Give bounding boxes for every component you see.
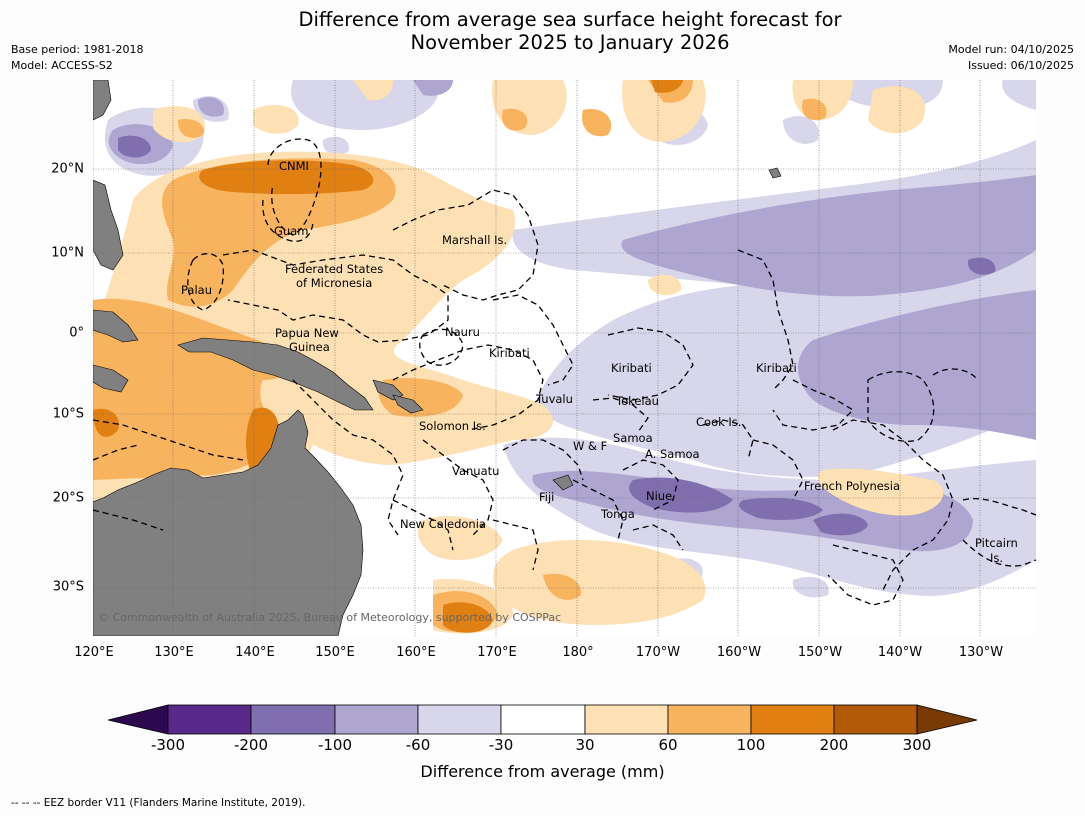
lat-label-0: 0° xyxy=(69,325,84,341)
taiwan-land xyxy=(93,80,112,121)
lat-label-10s: 10°S xyxy=(52,406,84,422)
model-run-text: Model run: 04/10/2025 xyxy=(948,43,1074,56)
solomon-land-2 xyxy=(392,394,424,414)
colorbar-tick: -30 xyxy=(488,736,514,754)
base-period-text: Base period: 1981-2018 xyxy=(11,43,144,56)
label-fiji: Fiji xyxy=(539,490,554,504)
colorbar-segment xyxy=(500,704,586,735)
title-line-2: November 2025 to January 2026 xyxy=(410,31,730,54)
model-text: Model: ACCESS-S2 xyxy=(11,59,113,72)
label-french-polynesia: French Polynesia xyxy=(804,479,900,493)
label-nauru: Nauru xyxy=(445,325,480,339)
label-new-caledonia: New Caledonia xyxy=(400,517,486,531)
land-masses xyxy=(93,80,782,636)
label-cnmi: CNMI xyxy=(279,159,309,173)
place-labels: CNMI Guam Marshall Is. Federated States … xyxy=(181,159,1018,565)
colorbar-tick: 60 xyxy=(658,736,678,754)
colorbar-segment xyxy=(417,704,502,735)
map-title: Difference from average sea surface heig… xyxy=(0,8,1085,54)
base-period-info: Base period: 1981-2018 Model: ACCESS-S2 xyxy=(11,42,143,74)
lon-label-150w: 150°W xyxy=(797,645,843,660)
lat-label-10n: 10°N xyxy=(51,245,84,261)
colorbar-max-arrow xyxy=(916,704,978,735)
colorbar-label: Difference from average (mm) xyxy=(420,762,665,781)
colorbar-min-arrow xyxy=(108,704,169,735)
colorbar-segment xyxy=(334,704,419,735)
label-kiribati-west: Kiribati xyxy=(489,346,530,360)
label-tokelau: Tokelau xyxy=(615,394,659,408)
lat-label-20s: 20°S xyxy=(52,490,84,506)
lon-label-130w: 130°W xyxy=(958,645,1004,660)
label-kiribati-central: Kiribati xyxy=(611,361,652,375)
anomaly-dark-purple xyxy=(118,135,996,536)
label-vanuatu: Vanuatu xyxy=(452,464,499,478)
label-niue: Niue xyxy=(646,489,672,503)
label-kiribati-east: Kiribati xyxy=(756,361,797,375)
colorbar-tick: 300 xyxy=(902,736,932,754)
colorbar-segment xyxy=(167,704,252,735)
issued-text: Issued: 06/10/2025 xyxy=(967,59,1074,72)
label-solomon-islands: Solomon Is. xyxy=(419,419,486,433)
eez-footnote: -- -- -- EEZ border V11 (Flanders Marine… xyxy=(11,797,306,809)
fiji-land xyxy=(552,474,574,491)
colorbar-segment xyxy=(584,704,669,735)
colorbar-segment xyxy=(667,704,752,735)
philippines-land xyxy=(93,179,124,271)
lon-label-120e: 120°E xyxy=(74,645,114,660)
eez-borders xyxy=(93,138,1036,606)
label-marshall: Marshall Is. xyxy=(442,233,507,247)
label-wallis-futuna: W & F xyxy=(573,439,607,453)
lon-label-160e: 160°E xyxy=(396,645,436,660)
label-fsm-line1: Federated States xyxy=(285,262,383,276)
copyright-text: © Commonwealth of Australia 2025, Bureau… xyxy=(98,611,561,624)
lon-label-150e: 150°E xyxy=(315,645,355,660)
label-pitcairn-line1: Pitcairn xyxy=(975,536,1018,550)
label-tuvalu: Tuvalu xyxy=(535,392,573,406)
label-american-samoa: A. Samoa xyxy=(645,447,700,461)
colorbar-tick: -60 xyxy=(405,736,431,754)
label-pitcairn-line2: Is. xyxy=(990,551,1003,565)
sea-level-map: CNMI Guam Marshall Is. Federated States … xyxy=(93,80,1036,636)
label-cook-islands: Cook Is. xyxy=(696,415,741,429)
colorbar-segment xyxy=(750,704,835,735)
colorbar-tick: -300 xyxy=(150,736,186,754)
label-guam: Guam xyxy=(274,224,308,238)
lon-label-180: 180° xyxy=(562,645,594,660)
title-line-1: Difference from average sea surface heig… xyxy=(298,8,842,31)
lon-label-170e: 170°E xyxy=(477,645,517,660)
lat-label-30s: 30°S xyxy=(52,579,84,595)
new-guinea-land xyxy=(177,337,374,411)
hawaii-land xyxy=(768,167,782,179)
lon-label-130e: 130°E xyxy=(154,645,194,660)
indonesia-land xyxy=(93,309,139,343)
label-png-line1: Papua New xyxy=(275,326,339,340)
lon-label-160w: 160°W xyxy=(716,645,762,660)
lon-label-140e: 140°E xyxy=(235,645,275,660)
anomaly-dark-orange xyxy=(93,80,683,633)
label-png-line2: Guinea xyxy=(289,340,330,354)
colorbar xyxy=(108,704,978,735)
lon-label-140w: 140°W xyxy=(877,645,923,660)
gridlines xyxy=(93,80,1036,636)
label-tonga: Tonga xyxy=(600,507,635,521)
colorbar-tick: -100 xyxy=(317,736,353,754)
label-samoa: Samoa xyxy=(613,431,653,445)
colorbar-tick: 30 xyxy=(575,736,595,754)
lat-label-20n: 20°N xyxy=(51,161,84,177)
lon-label-170w: 170°W xyxy=(635,645,681,660)
australia-land xyxy=(93,409,364,636)
colorbar-tick: 200 xyxy=(819,736,849,754)
colorbar-segment xyxy=(833,704,918,735)
colorbar-segment xyxy=(250,704,336,735)
sulawesi-land xyxy=(93,364,129,393)
label-fsm-line2: of Micronesia xyxy=(296,276,372,290)
label-palau: Palau xyxy=(181,283,212,297)
model-run-info: Model run: 04/10/2025 Issued: 06/10/2025 xyxy=(948,42,1074,74)
colorbar-tick: 100 xyxy=(736,736,766,754)
colorbar-tick: -200 xyxy=(233,736,269,754)
